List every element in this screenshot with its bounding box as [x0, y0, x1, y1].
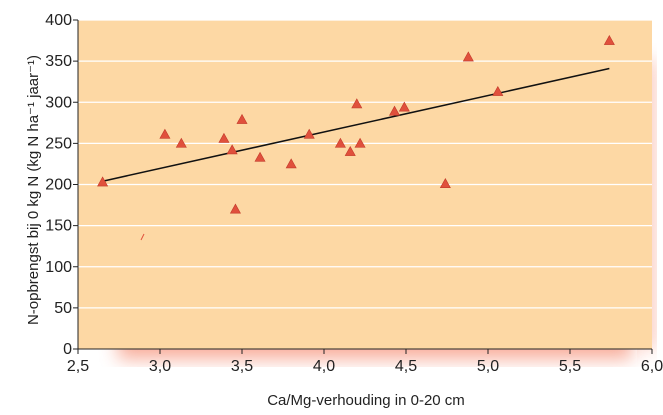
y-tick-label: 100: [45, 259, 72, 276]
x-tick-label: 2,5: [67, 358, 89, 375]
data-point: [354, 137, 366, 148]
trendline-group: [102, 67, 610, 182]
data-point: [229, 203, 241, 214]
gridlines: [78, 19, 652, 309]
data-point: [334, 137, 346, 148]
data-point: [254, 151, 266, 162]
tick-labels: 0 50 100 150 200 250 300 350 400 2,5 3,0 3,5 4,0 4,5 5…: [45, 12, 663, 375]
data-point: [236, 113, 248, 124]
x-axis-title: Ca/Mg-verhouding in 0-20 cm: [267, 392, 465, 409]
y-tick-label: 200: [45, 177, 72, 194]
axes: [73, 19, 653, 354]
y-tick-label: 50: [54, 300, 72, 317]
data-point: [175, 137, 187, 148]
y-tick-label: 150: [45, 218, 72, 235]
y-tick-label: 350: [45, 53, 72, 70]
data-point: [285, 158, 297, 169]
data-point: [344, 145, 356, 156]
data-points: [97, 34, 615, 214]
x-tick-label: 4,0: [313, 358, 335, 375]
data-point: [351, 98, 363, 109]
x-tick-label: 5,0: [477, 358, 499, 375]
y-tick-label: 400: [45, 12, 72, 29]
data-point: [226, 144, 238, 155]
data-point: [603, 34, 615, 45]
x-tick-label: 3,0: [149, 358, 171, 375]
data-point: [218, 132, 230, 143]
y-tick-label: 300: [45, 94, 72, 111]
y-tick-label: 0: [63, 341, 72, 358]
data-point: [159, 128, 171, 139]
x-tick-label: 6,0: [641, 358, 663, 375]
data-point: [97, 176, 109, 187]
data-point: [492, 85, 504, 96]
stray-mark: [140, 233, 145, 241]
x-tick-label: 5,5: [559, 358, 581, 375]
data-point: [398, 101, 410, 112]
data-point: [462, 51, 474, 62]
y-tick-label: 250: [45, 135, 72, 152]
x-tick-label: 4,5: [395, 358, 417, 375]
data-point: [389, 105, 401, 116]
trendline: [102, 67, 610, 182]
data-point: [439, 178, 451, 188]
y-axis-title: N-opbrengst bij 0 kg N (kg N ha⁻¹ jaar⁻¹…: [25, 55, 42, 325]
x-tick-label: 3,5: [231, 358, 253, 375]
data-point: [303, 128, 315, 139]
